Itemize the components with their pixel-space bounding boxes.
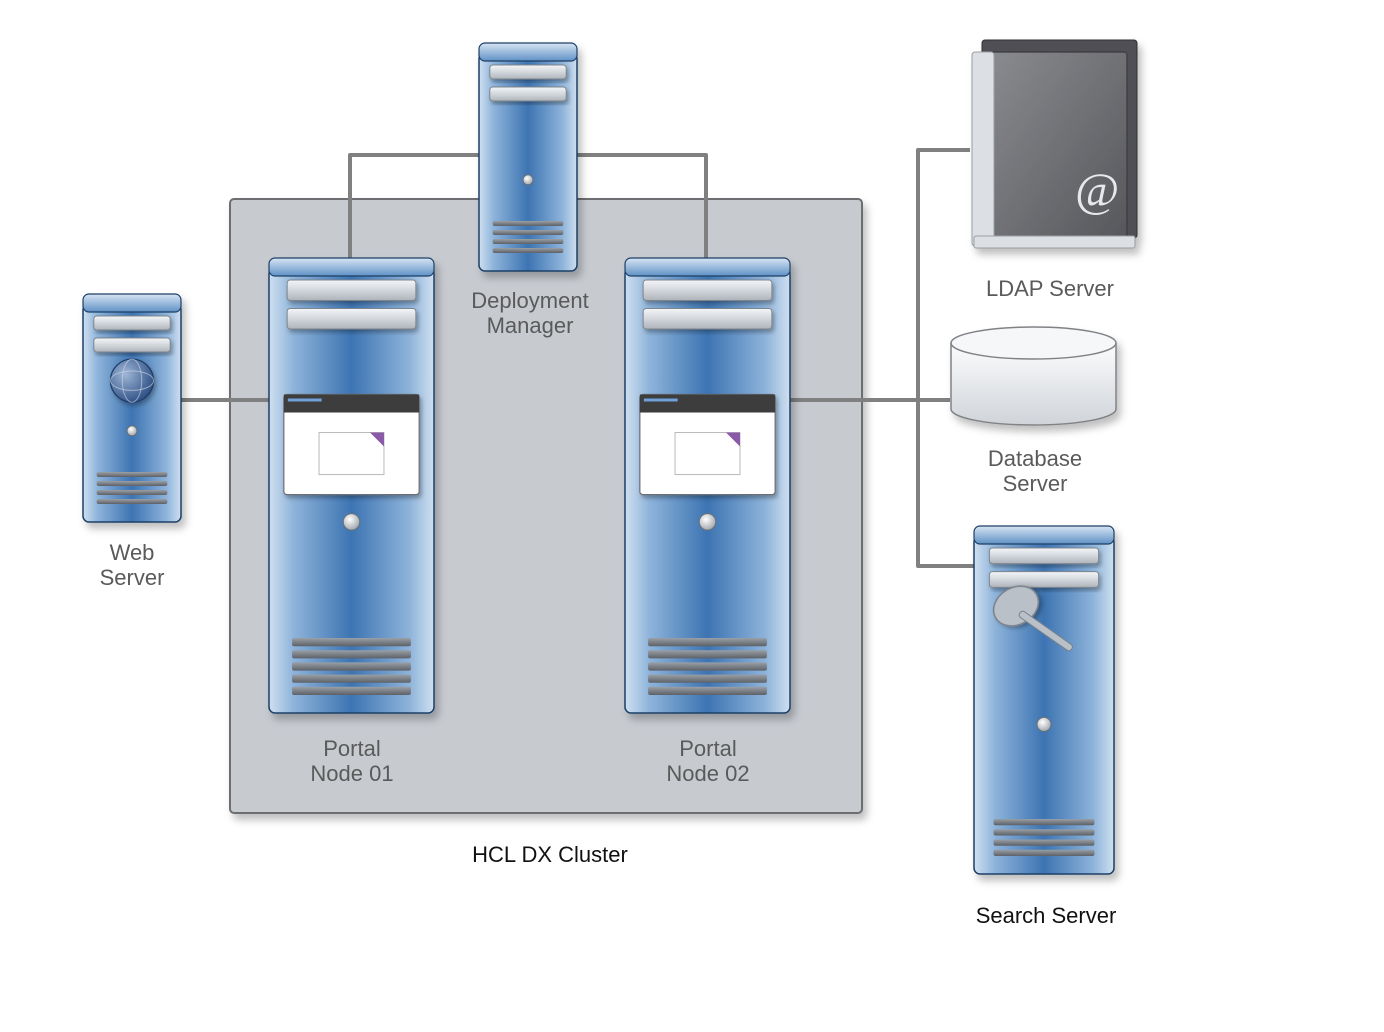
web-label: WebServer [32, 540, 232, 591]
db-node [951, 327, 1116, 425]
search-label: Search Server [946, 903, 1146, 928]
dm-node [479, 43, 577, 271]
search-node [974, 526, 1114, 874]
p2-label: PortalNode 02 [608, 736, 808, 787]
web-node [83, 294, 181, 522]
architecture-diagram: @ [0, 0, 1384, 1032]
p1-label: PortalNode 01 [252, 736, 452, 787]
ldap-label: LDAP Server [950, 276, 1150, 301]
p1-node [269, 258, 434, 713]
svg-text:@: @ [1075, 164, 1119, 217]
cluster-label: HCL DX Cluster [440, 842, 660, 867]
dm-label: DeploymentManager [430, 288, 630, 339]
ldap-node: @ [972, 40, 1137, 248]
p2-node [625, 258, 790, 713]
db-label: DatabaseServer [935, 446, 1135, 497]
